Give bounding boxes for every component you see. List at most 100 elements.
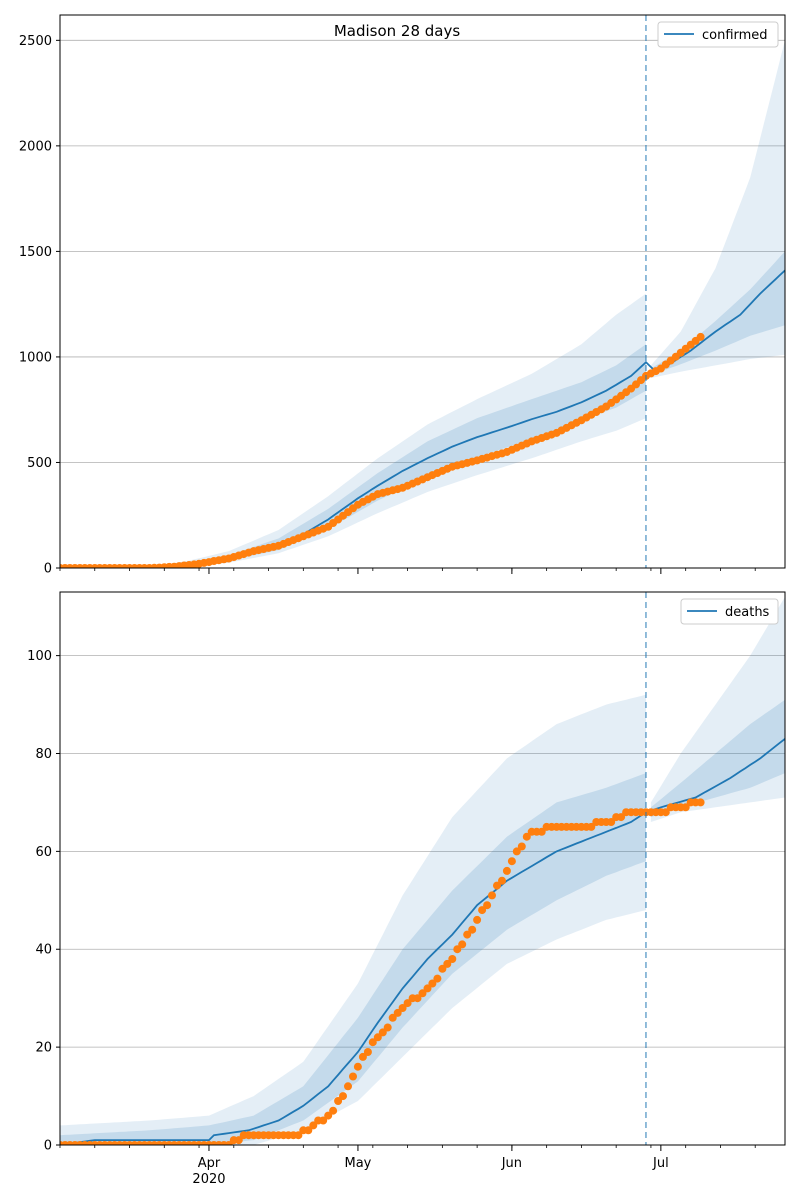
observed-point [349,1072,357,1081]
observed-point [507,857,516,866]
band-outer-past [60,293,646,568]
y-tick-label: 2500 [19,34,52,49]
observed-point [587,822,596,831]
observed-point [463,930,472,939]
confirmed-x-axis [59,568,756,574]
x-tick-label: May [344,1156,371,1171]
observed-point [607,818,616,826]
observed-point [358,1052,367,1061]
deaths-legend: deaths [680,598,779,625]
observed-point [388,1013,397,1022]
y-tick-label: 1000 [19,350,52,365]
band-inner-future [650,699,785,818]
observed-point [696,332,705,341]
chart-title: Madison 28 days [334,22,461,40]
observed-point [344,1082,352,1091]
confirmed-grid [60,39,785,463]
observed-point [478,906,487,915]
observed-point [696,798,705,807]
y-tick-label: 0 [44,1139,52,1154]
x-tick-label: Jun [501,1156,522,1171]
confirmed-axes-frame [59,14,786,569]
y-tick-label: 40 [35,943,52,958]
band-outer-future [650,596,785,822]
observed-point [488,891,496,900]
observed-point [309,1121,318,1130]
y-tick-label: 2000 [19,139,52,154]
observed-point [403,999,412,1008]
observed-point [294,1131,303,1140]
legend-box [657,21,779,48]
y-tick-label: 20 [35,1041,52,1056]
observed-point [398,1004,407,1012]
y-tick-label: 500 [27,456,52,471]
observed-point [498,876,506,885]
deaths-observed [60,798,705,1145]
observed-point [512,847,521,856]
observed-point [393,1008,402,1017]
legend-label-confirmed: confirmed [702,28,768,43]
observed-point [448,955,457,963]
observed-point [334,1097,343,1105]
observed-point [517,842,526,851]
band-inner-past [60,773,646,1145]
x-tick-label: Jul [652,1156,669,1171]
observed-point [363,1048,372,1056]
observed-point [433,974,442,983]
y-tick-label: 60 [35,845,52,860]
y-tick-label: 80 [35,747,52,762]
confirmed-legend: confirmed [657,21,779,48]
y-tick-label: 100 [27,649,52,664]
deaths-axes-frame [59,591,786,1146]
observed-point [428,979,437,988]
observed-point [304,1126,313,1135]
observed-point [378,1028,387,1037]
observed-point [353,1062,362,1071]
observed-point [468,925,477,934]
x-tick-label: Apr [198,1156,221,1171]
observed-point [438,964,447,973]
observed-point [339,1092,347,1101]
deaths-median [60,738,785,1145]
observed-point [483,901,492,910]
observed-point [522,832,531,841]
observed-point [443,959,452,968]
observed-point [493,881,501,890]
observed-point [418,989,427,998]
observed-point [383,1023,392,1032]
y-tick-label: 1500 [19,245,52,260]
band-outer-future [650,40,785,379]
deaths-bands [60,596,785,1145]
observed-point [537,827,546,836]
confirmed-y-axis: 0 500 1000 1500 2000 2500 [19,34,60,577]
legend-box [680,598,779,625]
observed-point [373,1033,382,1042]
deaths-grid [60,655,785,1048]
observed-point [324,1111,333,1120]
confirmed-observed [60,332,705,568]
median-line [60,738,785,1145]
legend-label-deaths: deaths [725,605,770,620]
observed-point [473,915,482,924]
observed-point [661,808,670,817]
observed-point [458,940,467,949]
observed-point [502,866,511,875]
observed-point [453,945,462,954]
x-tick-sublabel: 2020 [192,1172,225,1187]
band-outer-past [60,694,646,1145]
observed-point [329,1106,338,1115]
observed-point [413,994,422,1003]
deaths-y-axis: 0 20 40 60 80 100 [27,649,60,1154]
observed-point [368,1038,377,1047]
observed-point [617,813,626,822]
y-tick-label: 0 [44,562,52,577]
confirmed-panel: 0 500 1000 1500 2000 2500 Madison 28 days con… [19,14,786,577]
observed-point [423,984,432,993]
observed-point [681,803,690,812]
observed-point [234,1136,243,1145]
observed-point [319,1116,328,1125]
